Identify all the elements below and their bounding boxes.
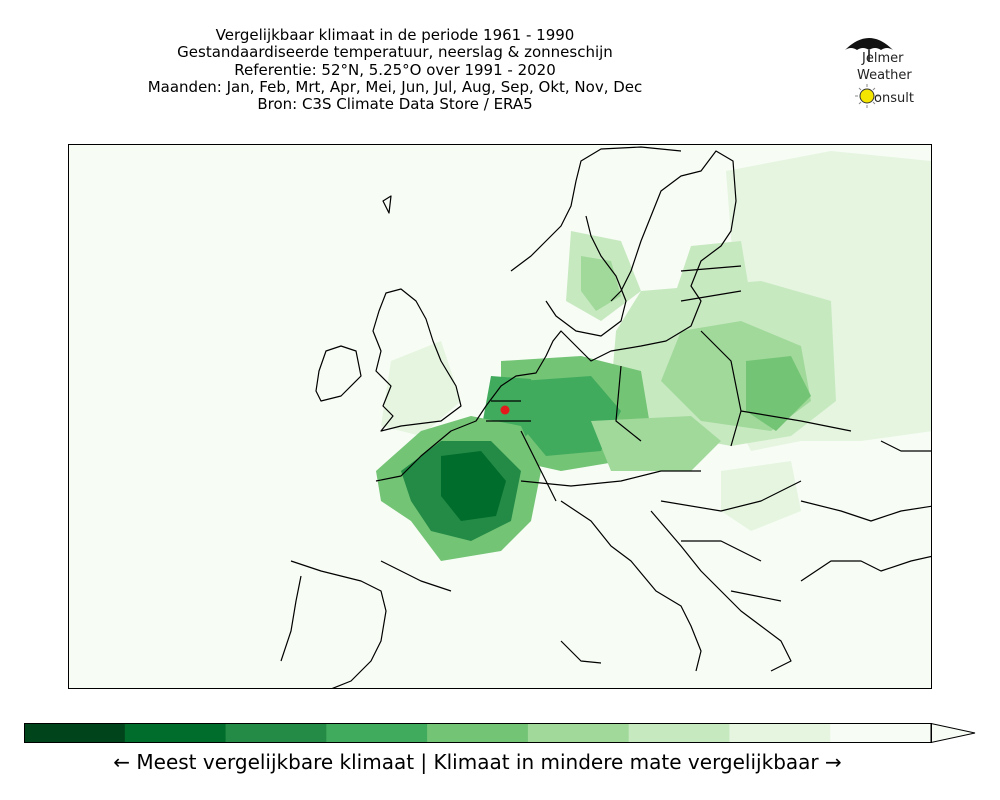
coastlines-borders: [280, 146, 931, 688]
shade-czech: [591, 416, 721, 471]
sun-icon: [855, 84, 879, 108]
logo-line-2: Weather: [857, 68, 912, 83]
border-germany-poland: [615, 365, 642, 442]
colorbar-cell-3: [225, 723, 327, 743]
border-hungary: [660, 480, 802, 512]
similarity-shading: [376, 151, 931, 561]
border-france-germany: [520, 430, 557, 502]
title-line-5: Bron: C3S Climate Data Store / ERA5: [257, 95, 533, 114]
colorbar-cell-1: [24, 723, 126, 743]
coast-norway-sweden: [510, 146, 682, 337]
coast-mainland: [375, 150, 737, 482]
title-line-2: Gestandaardiseerde temperatuur, neerslag…: [177, 43, 613, 62]
border-poland-east: [700, 330, 742, 447]
coast-iberia: [280, 560, 387, 688]
map-title: Vergelijkbaar klimaat in de periode 1961…: [95, 26, 695, 114]
border-benelux: [486, 400, 531, 422]
umbrella-icon: [845, 38, 893, 62]
colorbar-cell-7: [628, 723, 730, 743]
coast-britain: [372, 288, 462, 432]
shade-baltic: [676, 241, 751, 321]
colorbar-cell-9: [830, 723, 932, 743]
coast-black-sea: [800, 440, 931, 522]
reference-location-marker: [500, 405, 510, 415]
coast-italy: [560, 500, 702, 672]
shade-hungary: [721, 461, 801, 531]
climate-analogue-map: [68, 144, 932, 689]
coast-ireland: [315, 345, 362, 402]
border-spain-france: [380, 560, 452, 592]
coast-balkans: [650, 510, 931, 672]
shade-france-core: [441, 451, 506, 521]
colorbar-cells: [24, 723, 932, 743]
map-svg: [280, 146, 931, 688]
colorbar-cell-6: [527, 723, 630, 743]
border-belarus-ukraine: [740, 410, 852, 432]
colorbar-cell-5: [427, 723, 529, 743]
logo-line-1: Jelmer: [862, 51, 904, 66]
shade-belarus-core: [746, 356, 811, 431]
logo-line-3: onsult: [874, 91, 914, 106]
shade-germany-core: [521, 376, 621, 456]
shade-england: [381, 341, 461, 436]
colorbar-cell-4: [326, 723, 428, 743]
colorbar-frame: [24, 723, 932, 743]
coast-iceland-frag: [382, 195, 392, 214]
colorbar-caption: ← Meest vergelijkbare klimaat | Klimaat …: [113, 750, 842, 774]
colorbar-cell-8: [729, 723, 831, 743]
border-balkans-inner: [681, 540, 782, 602]
title-line-1: Vergelijkbaar klimaat in de periode 1961…: [215, 26, 575, 44]
title-line-3: Referentie: 52°N, 5.25°O over 1991 - 202…: [234, 60, 556, 79]
jelmer-weather-consult-logo: Jelmer Weather onsult: [843, 32, 933, 112]
colorbar-cell-2: [124, 723, 227, 743]
title-line-4: Maanden: Jan, Feb, Mrt, Apr, Mei, Jun, J…: [147, 77, 643, 96]
colorbar-extend-arrow: [930, 723, 976, 743]
border-alps: [520, 470, 701, 487]
border-baltic-states: [680, 265, 742, 302]
colorbar: [24, 723, 976, 743]
